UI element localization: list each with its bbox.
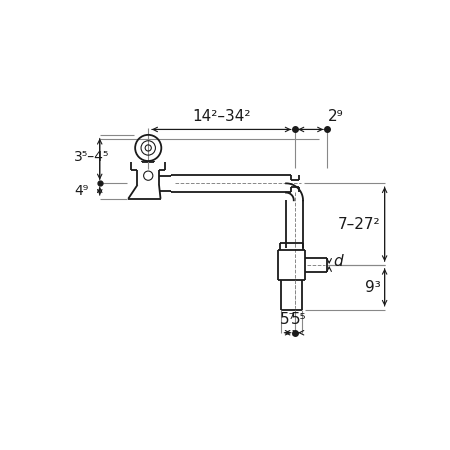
Text: 5⁵: 5⁵: [291, 311, 306, 327]
Text: 4⁹: 4⁹: [74, 184, 89, 198]
Text: d: d: [333, 254, 342, 269]
Text: 9³: 9³: [365, 280, 381, 295]
Text: 3⁵–4⁵: 3⁵–4⁵: [74, 150, 110, 164]
Text: 7–27²: 7–27²: [338, 216, 381, 232]
Text: 14²–34²: 14²–34²: [192, 109, 251, 124]
Text: 5⁷: 5⁷: [280, 311, 296, 327]
Text: 2⁹: 2⁹: [328, 109, 344, 124]
